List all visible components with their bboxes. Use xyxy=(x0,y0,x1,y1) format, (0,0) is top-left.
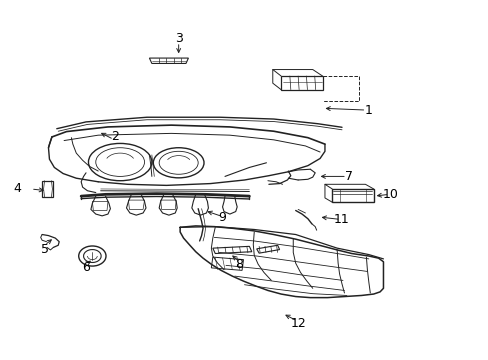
Text: 1: 1 xyxy=(364,104,372,117)
Text: 7: 7 xyxy=(345,170,353,183)
Text: 10: 10 xyxy=(382,188,398,201)
Text: 2: 2 xyxy=(111,130,119,144)
Text: 3: 3 xyxy=(174,32,182,45)
Text: 4: 4 xyxy=(14,183,21,195)
Text: 6: 6 xyxy=(82,261,90,274)
Text: 9: 9 xyxy=(218,211,226,224)
Text: 8: 8 xyxy=(235,258,243,271)
Text: 5: 5 xyxy=(41,243,48,256)
Text: 12: 12 xyxy=(290,317,305,330)
Text: 11: 11 xyxy=(333,213,349,226)
